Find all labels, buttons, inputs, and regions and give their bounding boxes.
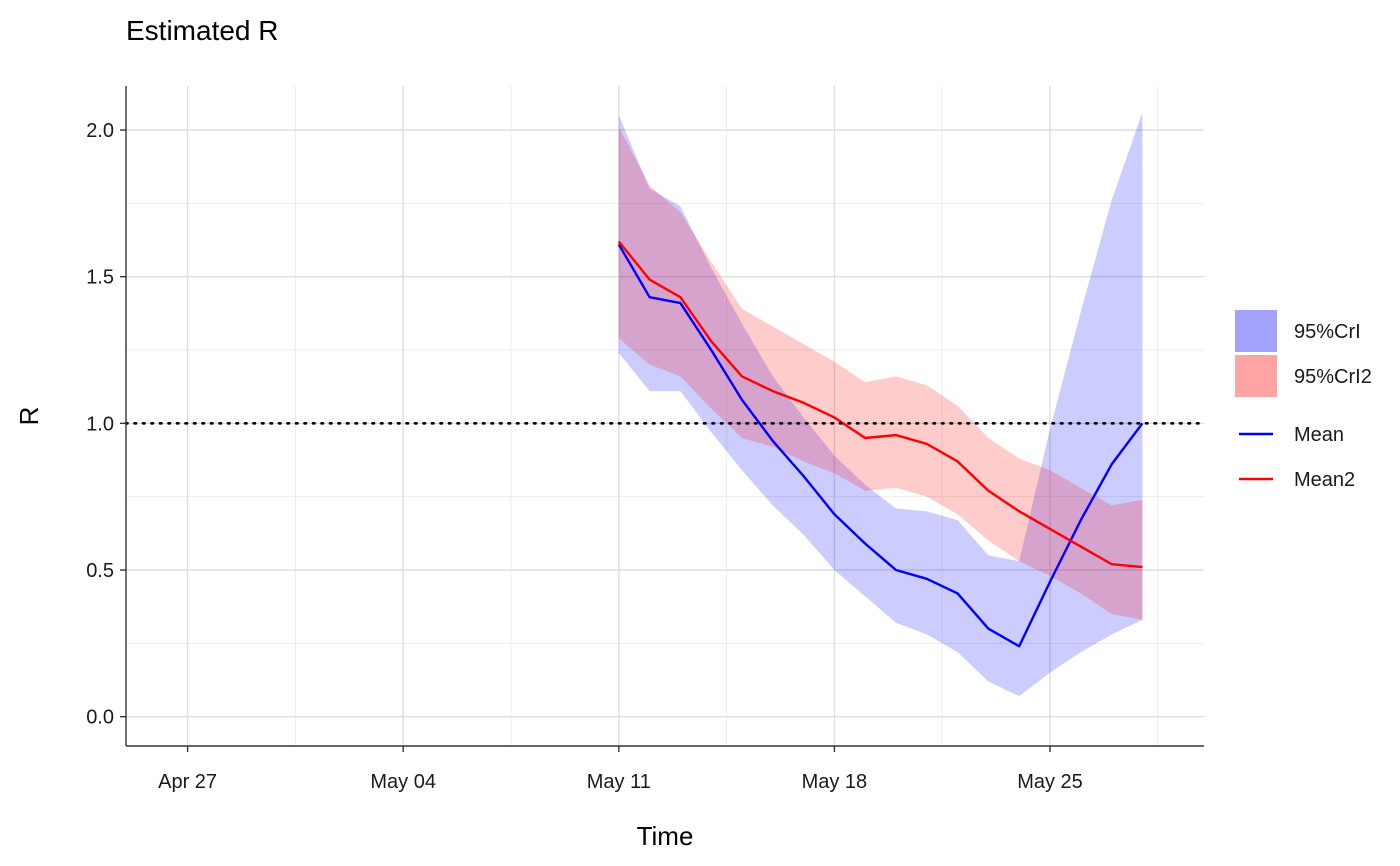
legend-swatch-95-cri: [1235, 310, 1277, 352]
y-tick-label: 2.0: [86, 120, 114, 142]
series-line-mean: [617, 243, 1144, 648]
y-axis-ticks: 0.0 0.5 1.0 1.5 2.0: [86, 120, 126, 729]
y-axis-title: R: [14, 407, 44, 426]
x-tick-label: Apr 27: [158, 771, 217, 793]
legend-label-95-cri: 95%CrI: [1294, 321, 1361, 343]
x-tick-label: May 18: [802, 771, 868, 793]
band-95-cri2: [618, 127, 1143, 620]
y-tick-label: 1.0: [86, 413, 114, 435]
legend-label-95-cri2: 95%CrI2: [1294, 366, 1372, 388]
axes: [125, 86, 1204, 747]
credible-bands: [618, 112, 1143, 697]
x-axis-title: Time: [637, 821, 694, 851]
legend-swatch-95-cri2: [1235, 355, 1277, 397]
series-line-mean2: [617, 240, 1143, 569]
y-tick-label: 0.0: [86, 707, 114, 729]
chart-title: Estimated R: [126, 15, 279, 46]
y-tick-label: 1.5: [86, 267, 114, 289]
grid-lines: [126, 86, 1204, 746]
x-axis-ticks: Apr 27 May 04 May 11 May 18 May 25: [158, 746, 1083, 793]
legend: 95%CrI 95%CrI2 Mean Mean2: [1235, 310, 1372, 491]
legend-label-mean2: Mean2: [1294, 469, 1355, 491]
band-95-cri: [618, 112, 1143, 697]
x-tick-label: May 04: [370, 771, 436, 793]
mean-lines: [617, 240, 1144, 648]
y-tick-label: 0.5: [86, 560, 114, 582]
legend-label-mean: Mean: [1294, 424, 1344, 446]
x-tick-label: May 25: [1017, 771, 1083, 793]
x-tick-label: May 11: [587, 771, 651, 793]
